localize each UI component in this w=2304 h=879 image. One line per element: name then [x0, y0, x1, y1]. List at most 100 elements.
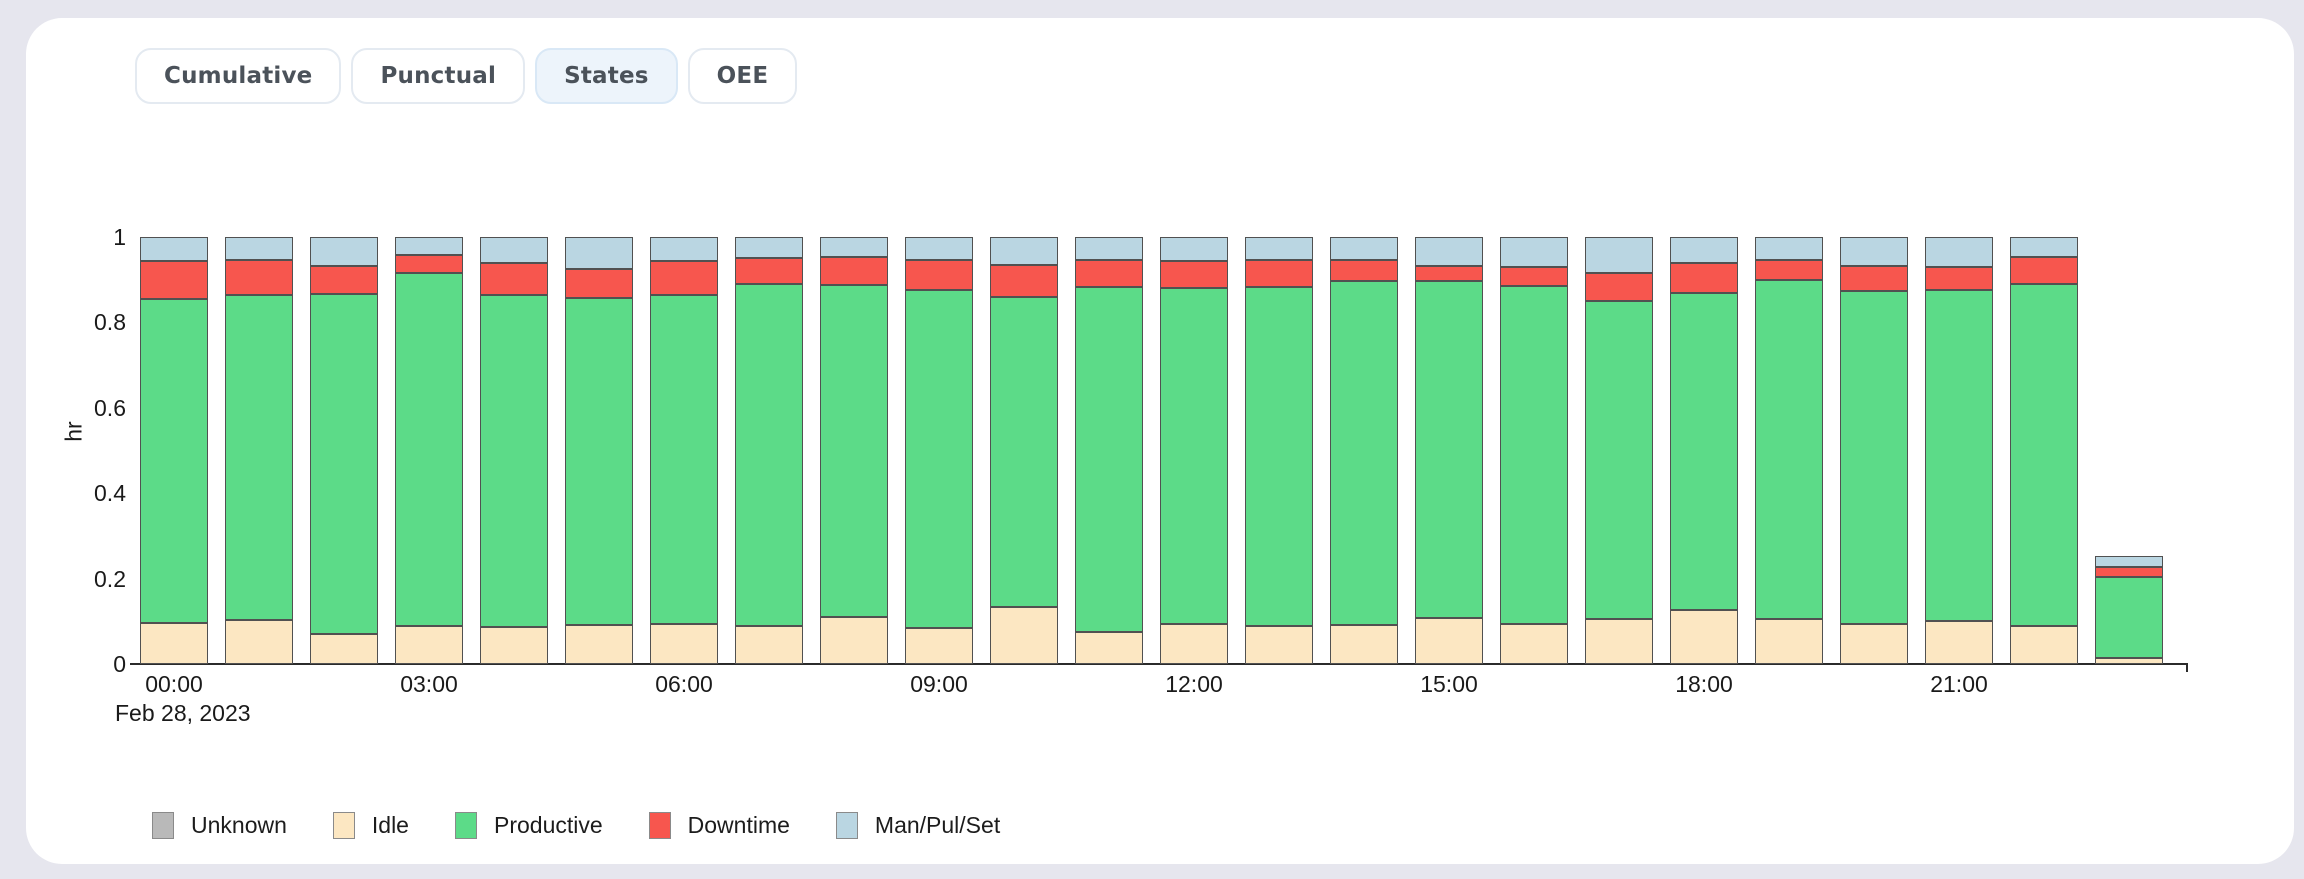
- bar-segment-idle: [1925, 620, 1993, 664]
- bar-segment-productive: [1925, 290, 1993, 621]
- legend-item-unknown[interactable]: Unknown: [152, 812, 287, 839]
- bar-segment-man-pul-set: [905, 237, 973, 261]
- bar-segment-idle: [225, 620, 293, 664]
- y-tick-label: 1: [113, 224, 126, 250]
- y-tick-label: 0.6: [94, 394, 126, 421]
- bar-segment-downtime: [820, 256, 888, 286]
- bar-segment-idle: [650, 624, 718, 664]
- bar-segment-productive: [1585, 301, 1653, 619]
- legend-label: Unknown: [191, 812, 287, 838]
- bar-segment-idle: [905, 627, 973, 664]
- bar-segment-idle: [480, 627, 548, 664]
- bar-segment-idle: [310, 634, 378, 664]
- tab-states[interactable]: States: [535, 48, 678, 104]
- bar-segment-man-pul-set: [1925, 237, 1993, 267]
- bar-segment-idle: [735, 625, 803, 664]
- bar-segment-productive: [1500, 286, 1568, 625]
- bar-segment-downtime: [225, 260, 293, 296]
- bar-segment-downtime: [1415, 266, 1483, 281]
- bar-segment-idle: [1245, 626, 1313, 664]
- bar-segment-productive: [310, 294, 378, 635]
- legend-swatch-icon: [648, 812, 671, 839]
- content-card: Cumulative Punctual States OEE hr 0 0.2 0.4 0.…: [26, 18, 2294, 864]
- bar-segment-man-pul-set: [1160, 237, 1228, 262]
- bar-segment-man-pul-set: [310, 237, 378, 267]
- tab-punctual[interactable]: Punctual: [351, 48, 526, 104]
- legend-swatch-icon: [454, 812, 477, 839]
- bar-segment-man-pul-set: [1075, 237, 1143, 261]
- x-tick-label: 09:00: [910, 671, 968, 697]
- bar-segment-productive: [820, 285, 888, 617]
- bar-segment-man-pul-set: [1755, 237, 1823, 260]
- x-tick-label: 12:00: [1165, 671, 1223, 697]
- bar-segment-man-pul-set: [1330, 237, 1398, 261]
- legend-item-productive[interactable]: Productive: [454, 812, 603, 839]
- legend-item-idle[interactable]: Idle: [332, 812, 409, 839]
- y-tick-label: 0.2: [94, 565, 126, 592]
- bar-segment-downtime: [565, 269, 633, 298]
- bar-segment-idle: [565, 625, 633, 664]
- bar-segment-downtime: [1160, 261, 1228, 288]
- bar-segment-productive: [1415, 280, 1483, 618]
- bar-segment-man-pul-set: [2010, 237, 2078, 258]
- legend-swatch-icon: [835, 812, 858, 839]
- legend-label: Downtime: [687, 812, 790, 838]
- bar-segment-idle: [140, 623, 208, 664]
- bar-segment-downtime: [395, 254, 463, 273]
- x-axis-date-label: Feb 28, 2023: [115, 700, 251, 726]
- bar-segment-man-pul-set: [1840, 237, 1908, 267]
- bar-segment-downtime: [1670, 262, 1738, 294]
- y-tick-label: 0.4: [94, 480, 126, 507]
- view-tabs: Cumulative Punctual States OEE: [135, 48, 798, 104]
- bar-segment-downtime: [990, 265, 1058, 298]
- bar-segment-downtime: [480, 262, 548, 296]
- x-tick-label: 15:00: [1420, 671, 1478, 697]
- bar-segment-downtime: [735, 258, 803, 285]
- bar-segment-man-pul-set: [1585, 237, 1653, 273]
- tab-oee[interactable]: OEE: [687, 48, 798, 104]
- bar-segment-man-pul-set: [225, 237, 293, 261]
- bar-segment-productive: [990, 297, 1058, 607]
- x-axis-end-tick: [2186, 663, 2188, 672]
- bar-segment-man-pul-set: [1415, 237, 1483, 267]
- legend-item-downtime[interactable]: Downtime: [648, 812, 790, 839]
- bar-segment-man-pul-set: [650, 237, 718, 261]
- x-tick-label: 21:00: [1930, 671, 1988, 697]
- bar-segment-downtime: [650, 260, 718, 296]
- tab-cumulative[interactable]: Cumulative: [135, 48, 342, 104]
- bar-segment-man-pul-set: [2095, 555, 2163, 568]
- bar-segment-downtime: [1075, 260, 1143, 288]
- bar-segment-idle: [1330, 625, 1398, 664]
- bar-segment-downtime: [310, 266, 378, 295]
- bar-segment-idle: [1500, 624, 1568, 664]
- bar-segment-productive: [140, 299, 208, 623]
- bar-segment-idle: [1755, 619, 1823, 664]
- bar-segment-productive: [1245, 287, 1313, 627]
- chart-legend: Unknown Idle Productive Downtime Man/Pul/Set: [152, 812, 1000, 839]
- x-axis-line: [130, 663, 2188, 665]
- bar-segment-downtime: [1330, 260, 1398, 281]
- bar-segment-man-pul-set: [565, 237, 633, 270]
- bar-segment-productive: [905, 289, 973, 628]
- bar-segment-idle: [1075, 631, 1143, 664]
- bar-segment-downtime: [1755, 259, 1823, 281]
- bar-segment-man-pul-set: [1500, 237, 1568, 267]
- bar-segment-man-pul-set: [395, 237, 463, 255]
- bar-segment-productive: [395, 272, 463, 626]
- bar-segment-productive: [1160, 287, 1228, 625]
- bar-segment-idle: [395, 625, 463, 664]
- x-tick-label: 00:00: [145, 671, 203, 697]
- bar-segment-productive: [1840, 291, 1908, 625]
- bar-segment-downtime: [1585, 272, 1653, 302]
- bar-segment-downtime: [2010, 257, 2078, 284]
- bar-segment-downtime: [1245, 259, 1313, 288]
- x-tick-label: 03:00: [400, 671, 458, 697]
- bar-segment-idle: [1585, 618, 1653, 664]
- bar-segment-downtime: [1925, 266, 1993, 291]
- legend-label: Idle: [371, 812, 409, 838]
- legend-swatch-icon: [152, 812, 174, 839]
- bar-segment-productive: [1330, 280, 1398, 626]
- legend-item-man-pul-set[interactable]: Man/Pul/Set: [835, 812, 1000, 839]
- bar-segment-man-pul-set: [1245, 237, 1313, 260]
